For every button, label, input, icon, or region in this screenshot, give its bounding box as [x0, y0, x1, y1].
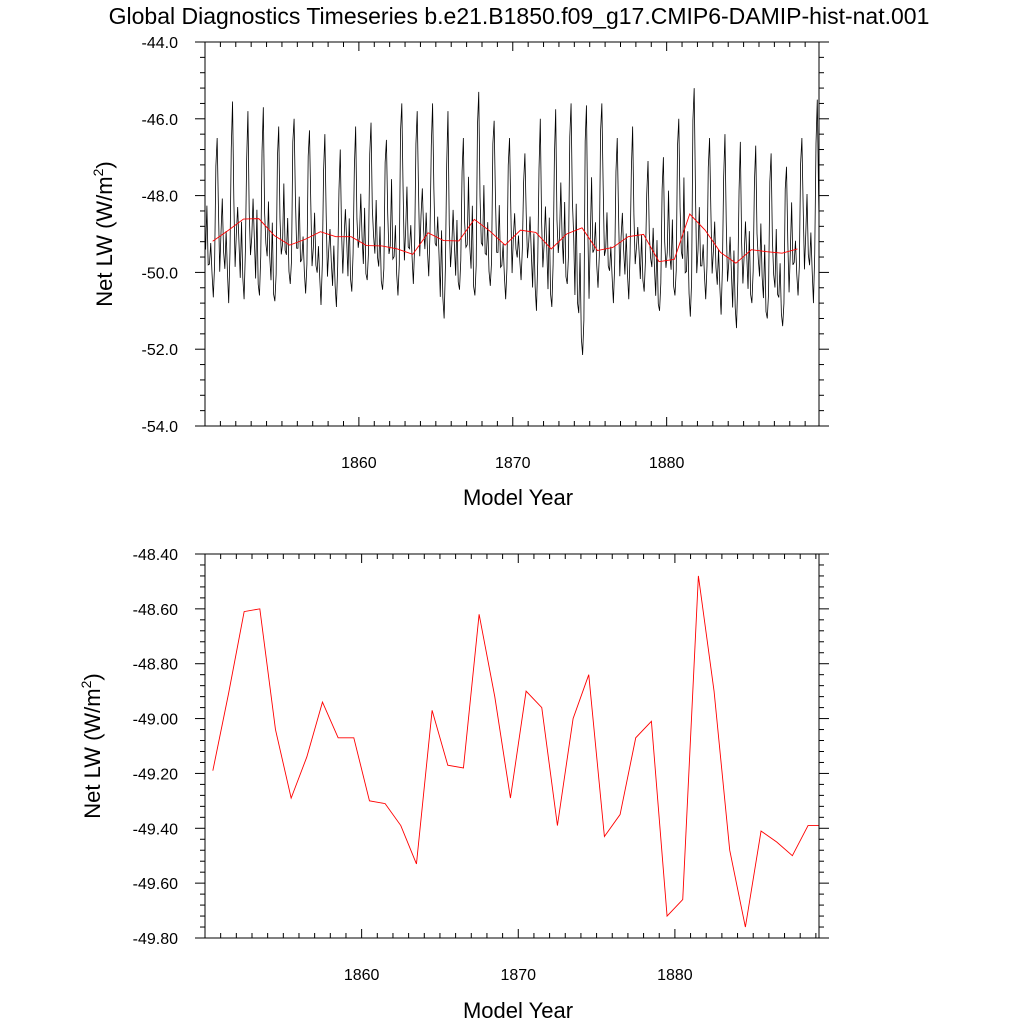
y-tick-label: -48.80: [133, 657, 178, 674]
y-tick-label: -49.40: [133, 821, 178, 838]
x-tick-label: 1870: [500, 967, 536, 984]
y-tick-label: -49.20: [133, 766, 178, 783]
y-tick-label: -49.60: [133, 876, 178, 893]
y-tick-label: -50.0: [142, 265, 179, 282]
monthly-series-line: [205, 88, 819, 355]
y-tick-label: -49.80: [133, 931, 178, 948]
bottom-panel: 1860 1870 1880 -49.80 -49.60 -49.40 -49.20 -49.…: [78, 547, 829, 1023]
x-tick-label: 1870: [495, 455, 531, 472]
x-axis-title: Model Year: [463, 998, 573, 1023]
y-tick-label: -49.00: [133, 712, 178, 729]
plot-frame: [204, 41, 820, 427]
y-axis-title: Net LW (W/m2): [78, 673, 105, 818]
y-tick-label: -44.0: [142, 35, 179, 52]
y-tick-label: -48.40: [133, 547, 178, 564]
figure-title: Global Diagnostics Timeseries b.e21.B185…: [109, 3, 930, 29]
x-tick-label: 1860: [344, 967, 380, 984]
y-axis-title: Net LW (W/m2): [90, 161, 117, 306]
y-tick-label: -48.0: [142, 189, 179, 206]
x-tick-label: 1880: [657, 967, 693, 984]
plot-frame: [204, 553, 820, 939]
y-tick-label: -52.0: [142, 342, 179, 359]
annual-series-line: [212, 575, 819, 928]
top-panel: 1860 1870 1880 -54.0 -52.0 -50.0 -48.0 -46.0 -44…: [90, 35, 829, 510]
x-tick-label: 1880: [649, 455, 685, 472]
annual-series-line: [212, 213, 798, 264]
y-tick-label: -46.0: [142, 112, 179, 129]
x-tick-label: 1860: [341, 455, 377, 472]
x-axis-title: Model Year: [463, 485, 573, 510]
y-tick-label: -54.0: [142, 419, 179, 436]
y-tick-label: -48.60: [133, 602, 178, 619]
